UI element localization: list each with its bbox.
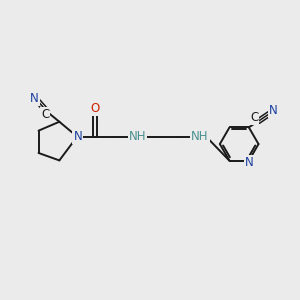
Text: NH: NH: [191, 130, 209, 143]
Text: N: N: [74, 130, 82, 143]
Text: C: C: [250, 111, 258, 124]
Text: O: O: [90, 102, 100, 115]
Text: C: C: [41, 108, 50, 122]
Text: N: N: [30, 92, 39, 105]
Text: N: N: [245, 156, 254, 169]
Text: NH: NH: [129, 130, 146, 143]
Text: N: N: [269, 104, 278, 118]
